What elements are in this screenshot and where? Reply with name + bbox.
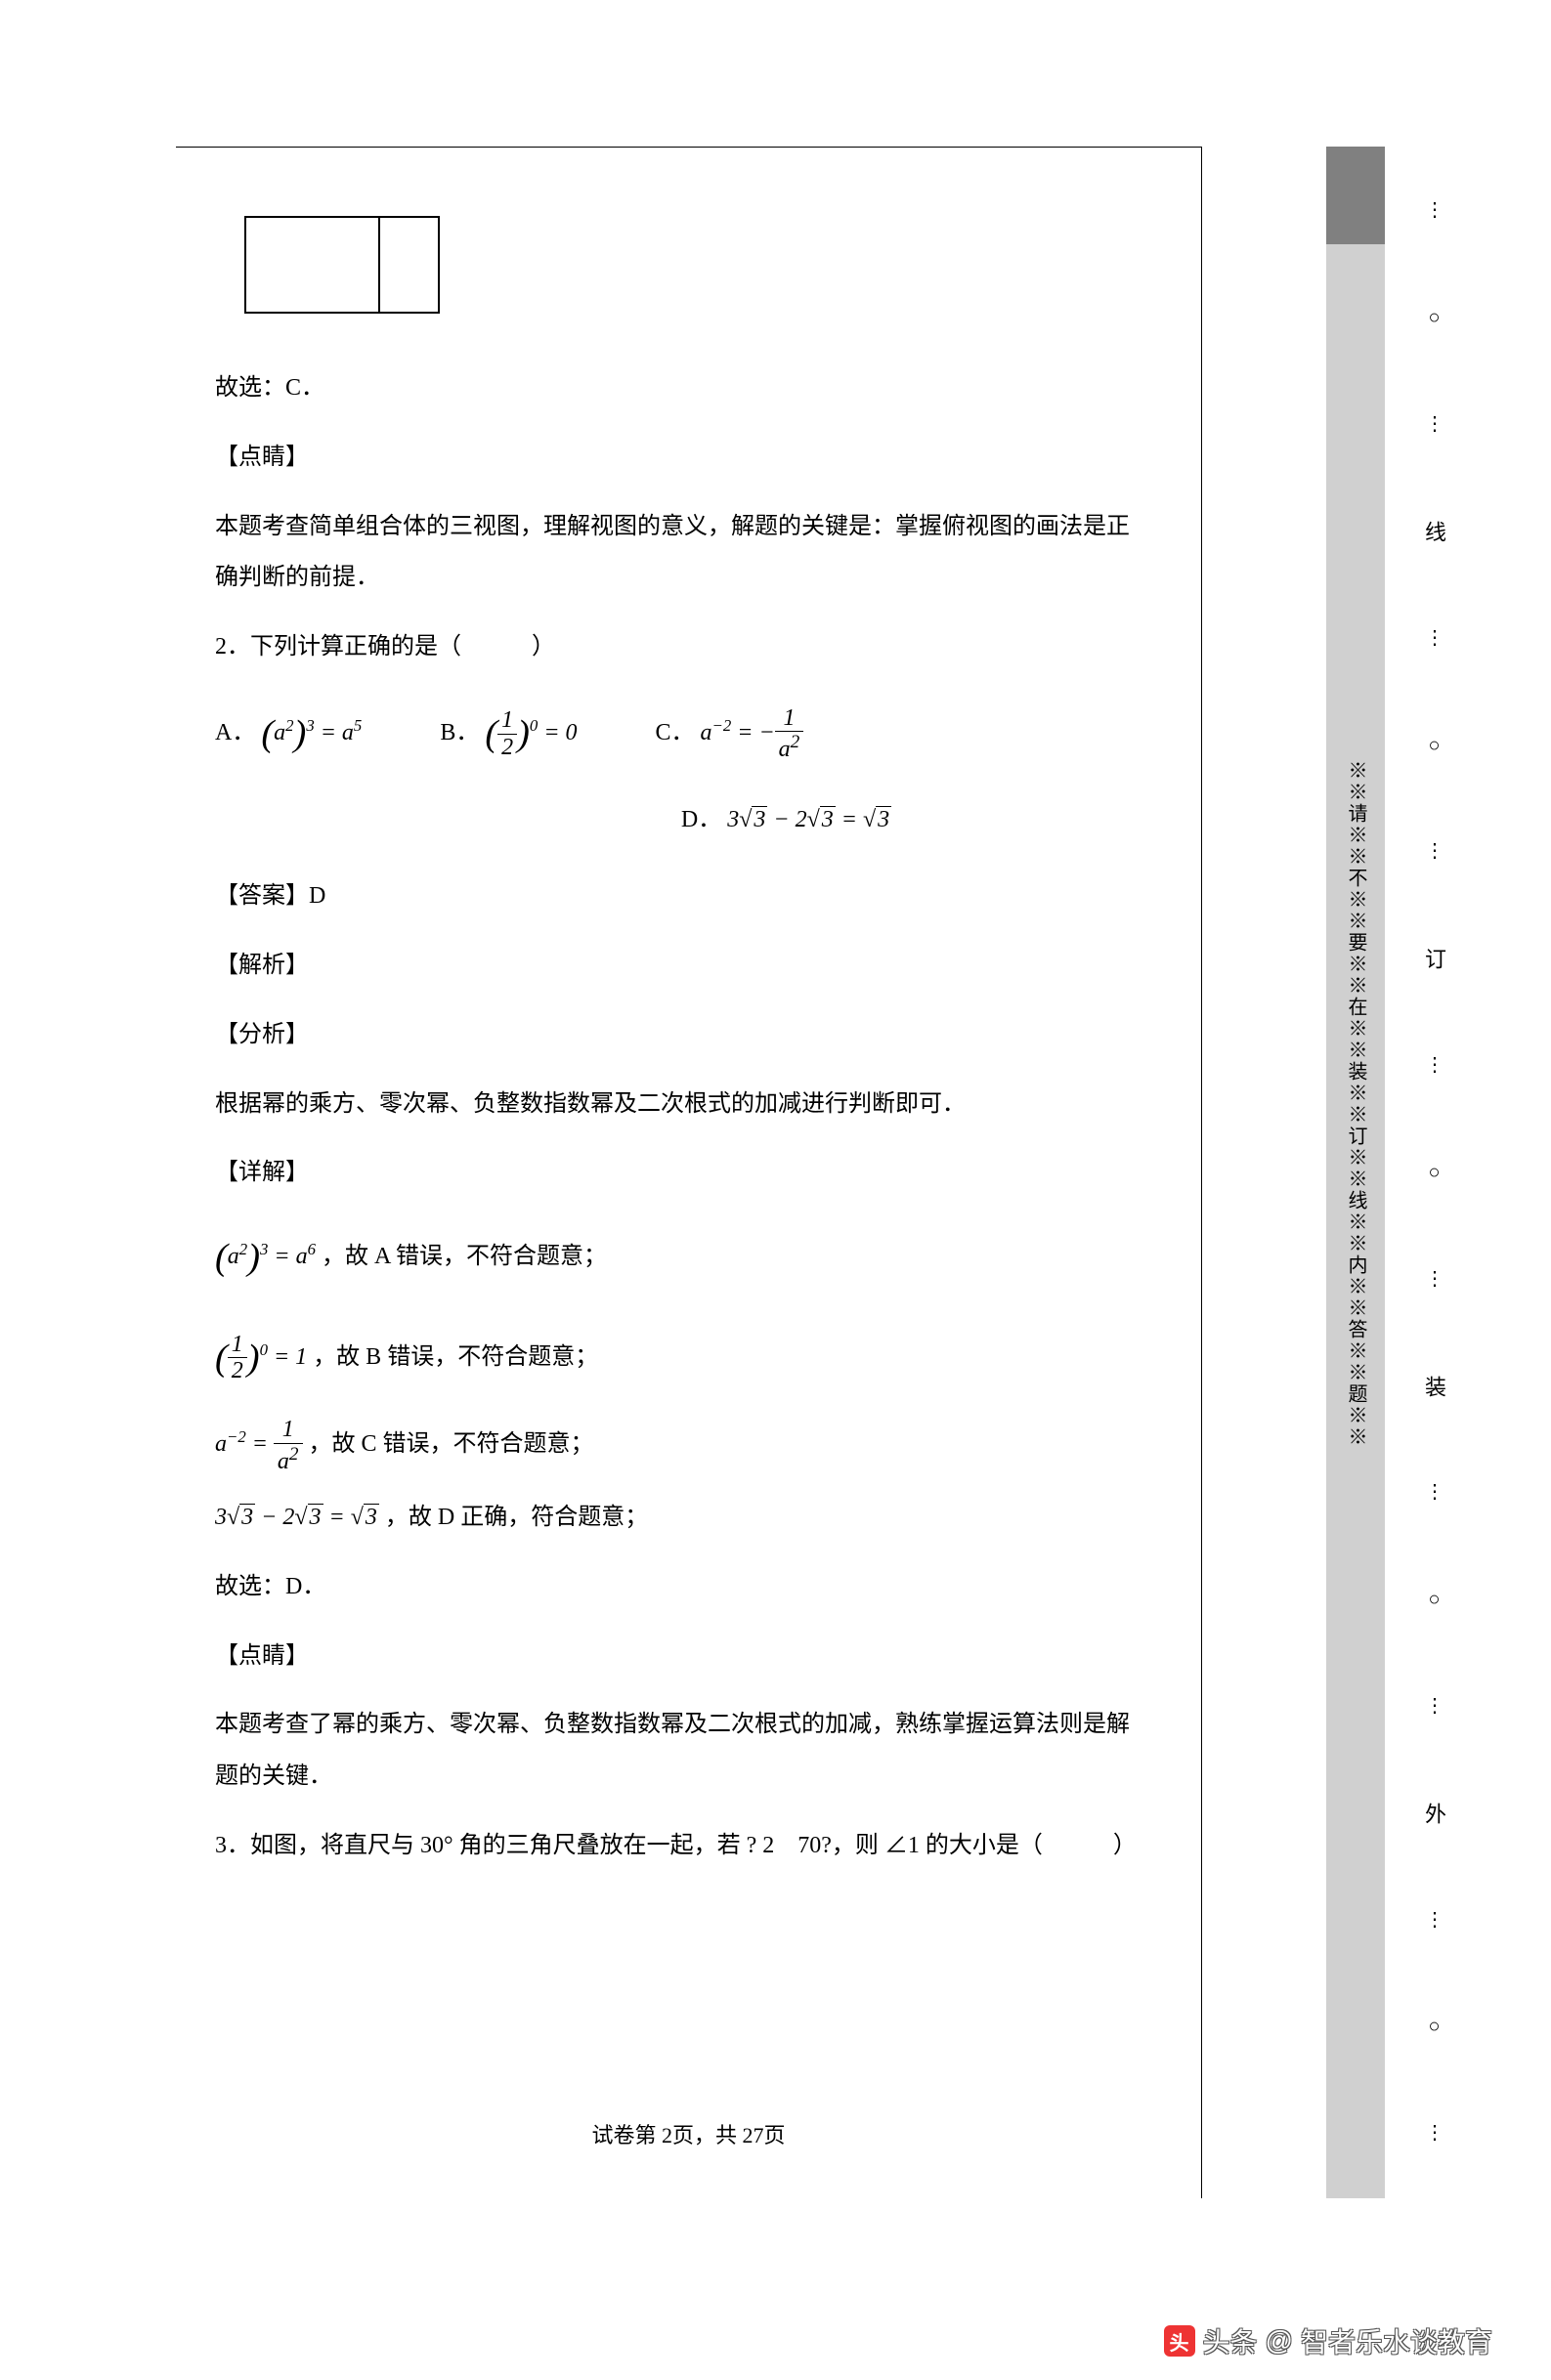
page-frame: 故选：C． 【点睛】 本题考查简单组合体的三视图，理解视图的意义，解题的关键是：… bbox=[176, 147, 1202, 2198]
detail-a-math: (a2)3 = a6 bbox=[215, 1244, 322, 1269]
watermark: 头 头条 @ 智者乐水谈教育 bbox=[1164, 2321, 1492, 2360]
opt-c-label: C． bbox=[656, 720, 695, 745]
detail-d-math: 33 − 23 = 3 bbox=[215, 1505, 385, 1530]
detail-b-tail: ，故 B 错误，不符合题意； bbox=[313, 1344, 598, 1370]
q2-conclusion: 故选：D． bbox=[215, 1561, 1142, 1613]
binding-dots: ⋮ bbox=[1422, 1052, 1445, 1079]
gutter-vertical-note: ※※请※※不※※要※※在※※装※※订※※线※※内※※答※※题※※ bbox=[1342, 713, 1370, 1495]
binding-circle: ○ bbox=[1423, 307, 1445, 328]
q3-stem: 3．如图，将直尺与 30° 角的三角尺叠放在一起，若 ? 2 70?，则 ∠1 … bbox=[215, 1820, 1142, 1872]
binding-dots: ⋮ bbox=[1422, 838, 1445, 865]
binding-dots: ⋮ bbox=[1422, 411, 1445, 438]
q2-option-b: B． (12)0 = 0 bbox=[440, 693, 577, 775]
detail-b-math: (12)0 = 1 bbox=[215, 1344, 313, 1370]
top-view-figure bbox=[244, 216, 440, 314]
binding-circle: ○ bbox=[1423, 1589, 1445, 1610]
wm-prefix: 头条 bbox=[1203, 2321, 1258, 2360]
wm-author: 智者乐水谈教育 bbox=[1301, 2321, 1492, 2360]
opt-b-math: (12)0 = 0 bbox=[485, 720, 577, 745]
wm-at: @ bbox=[1266, 2325, 1293, 2357]
binding-char-zhuang: 装 bbox=[1418, 1376, 1449, 1397]
q2-hint-text: 本题考查了幂的乘方、零次幂、负整数指数幂及二次根式的加减，熟练掌握运算法则是解题… bbox=[215, 1699, 1142, 1803]
binding-circle: ○ bbox=[1423, 2016, 1445, 2037]
q2-analysis-label: 【解析】 bbox=[215, 940, 1142, 992]
q2-stem: 2．下列计算正确的是（ ） bbox=[215, 621, 1142, 673]
binding-circle: ○ bbox=[1423, 1162, 1445, 1183]
q2-analysis-text: 根据幂的乘方、零次幂、负整数指数幂及二次根式的加减进行判断即可． bbox=[215, 1079, 1142, 1130]
binding-dots: ⋮ bbox=[1422, 2120, 1445, 2146]
binding-dots: ⋮ bbox=[1422, 1693, 1445, 1720]
binding-dots: ⋮ bbox=[1422, 197, 1445, 224]
opt-b-label: B． bbox=[440, 720, 479, 745]
q2-detail-a: (a2)3 = a6 ，故 A 错误，不符合题意； bbox=[215, 1216, 1142, 1298]
binding-dots: ⋮ bbox=[1422, 1479, 1445, 1506]
binding-char-wai: 外 bbox=[1418, 1803, 1449, 1824]
q2-option-d: D． 33 − 23 = 3 bbox=[430, 794, 1142, 846]
binding-char-ding: 订 bbox=[1418, 948, 1449, 969]
binding-char-xian: 线 bbox=[1418, 521, 1449, 542]
content-body: 故选：C． 【点睛】 本题考查简单组合体的三视图，理解视图的意义，解题的关键是：… bbox=[215, 216, 1142, 1872]
toutiao-icon: 头 bbox=[1164, 2325, 1195, 2357]
q1-answer: 故选：C． bbox=[215, 362, 1142, 414]
opt-d-math: 33 − 23 = 3 bbox=[727, 807, 891, 832]
opt-a-label: A． bbox=[215, 720, 255, 745]
q2-answer: 【答案】D bbox=[215, 871, 1142, 922]
q2-detail-c: a−2 = 1a2 ，故 C 错误，不符合题意； bbox=[215, 1417, 1142, 1474]
q2-detail-d: 33 − 23 = 3 ，故 D 正确，符合题意； bbox=[215, 1492, 1142, 1544]
figure-divider bbox=[378, 218, 380, 312]
q1-hint-text: 本题考查简单组合体的三视图，理解视图的意义，解题的关键是：掌握俯视图的画法是正确… bbox=[215, 501, 1142, 605]
opt-a-math: (a2)3 = a5 bbox=[261, 720, 362, 745]
detail-d-tail: ，故 D 正确，符合题意； bbox=[385, 1505, 648, 1530]
detail-a-tail: ，故 A 错误，不符合题意； bbox=[322, 1244, 607, 1269]
gutter-dark-top bbox=[1326, 147, 1385, 244]
page-footer: 试卷第 2页，共 27页 bbox=[176, 2118, 1201, 2149]
q2-hint-label: 【点睛】 bbox=[215, 1631, 1142, 1682]
opt-c-math: a−2 = −1a2 bbox=[701, 720, 804, 745]
detail-c-math: a−2 = 1a2 bbox=[215, 1431, 309, 1457]
binding-circle: ○ bbox=[1423, 735, 1445, 756]
binding-column: ⋮ ○ ⋮ 线 ⋮ ○ ⋮ 订 ⋮ ○ ⋮ 装 ⋮ ○ ⋮ 外 ⋮ ○ ⋮ bbox=[1414, 156, 1453, 2189]
q2-option-c: C． a−2 = −1a2 bbox=[656, 705, 804, 763]
q2-breakdown-label: 【分析】 bbox=[215, 1009, 1142, 1061]
q2-option-a: A． (a2)3 = a5 bbox=[215, 693, 362, 775]
q2-detail-label: 【详解】 bbox=[215, 1147, 1142, 1199]
q1-hint-label: 【点睛】 bbox=[215, 432, 1142, 484]
detail-c-tail: ，故 C 错误，不符合题意； bbox=[309, 1431, 594, 1457]
opt-d-label: D． bbox=[681, 807, 721, 832]
binding-dots: ⋮ bbox=[1422, 1266, 1445, 1293]
q2-options-row: A． (a2)3 = a5 B． (12)0 = 0 C． a−2 = −1a2 bbox=[215, 693, 1142, 775]
q2-detail-b: (12)0 = 1 ，故 B 错误，不符合题意； bbox=[215, 1317, 1142, 1399]
binding-dots: ⋮ bbox=[1422, 625, 1445, 652]
binding-dots: ⋮ bbox=[1422, 1907, 1445, 1934]
